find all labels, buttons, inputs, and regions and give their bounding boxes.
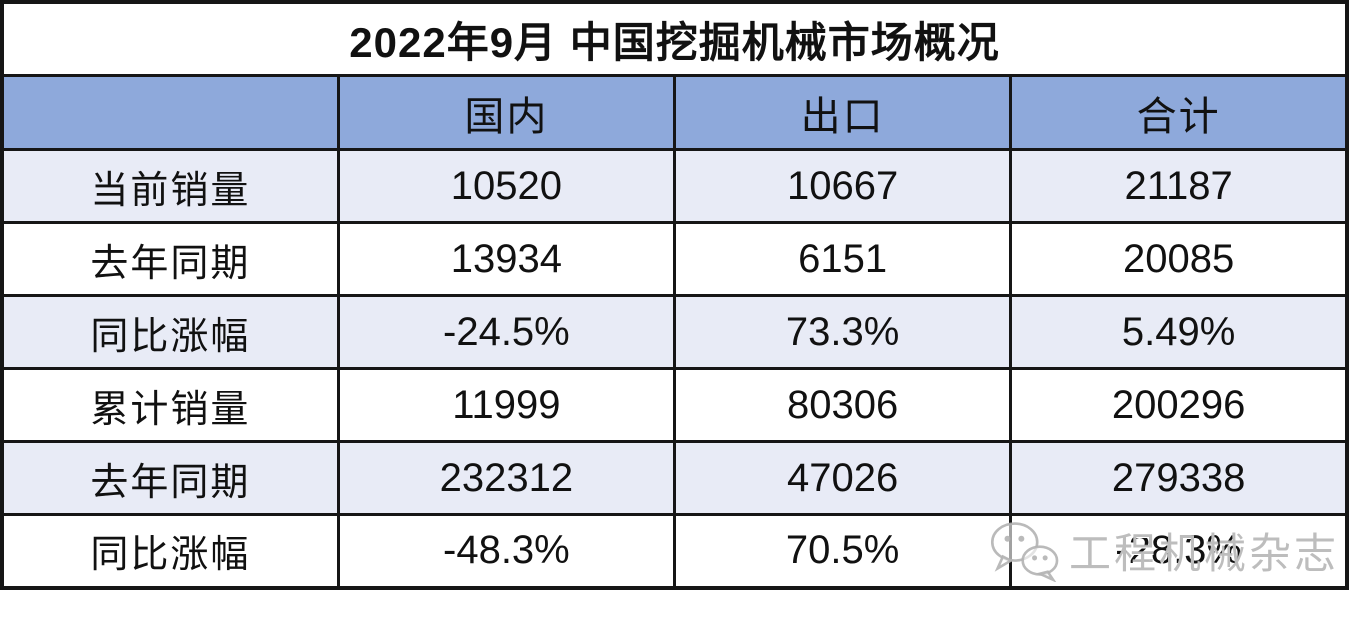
table-cell: 232312 — [336, 440, 677, 516]
table-cell: 5.49% — [1009, 294, 1349, 370]
table-cell: 200296 — [1009, 367, 1349, 443]
row-label: 当前销量 — [0, 148, 340, 224]
table-cell: 21187 — [1009, 148, 1349, 224]
table-cell: 11999 — [336, 367, 677, 443]
col-header-blank — [0, 74, 340, 151]
row-label: 同比涨幅 — [0, 513, 340, 589]
row-label: 去年同期 — [0, 221, 340, 297]
table-row-last-year-month: 去年同期 13934 6151 20085 — [0, 221, 1349, 297]
table-cell: 73.3% — [672, 294, 1013, 370]
table-cell: 10667 — [672, 148, 1013, 224]
table-row-current-sales: 当前销量 10520 10667 21187 — [0, 148, 1349, 224]
market-data-table: 2022年9月 中国挖掘机械市场概况 国内 出口 合计 当前销量 10520 1… — [0, 0, 1349, 590]
table-cell: 80306 — [672, 367, 1013, 443]
table-cell: 47026 — [672, 440, 1013, 516]
table-cell: -24.5% — [336, 294, 677, 370]
table-cell: -48.3% — [336, 513, 677, 589]
col-header-domestic: 国内 — [336, 74, 677, 151]
table-row-yoy-month: 同比涨幅 -24.5% 73.3% 5.49% — [0, 294, 1349, 370]
page-title: 2022年9月 中国挖掘机械市场概况 — [0, 0, 1349, 77]
table-cell: 6151 — [672, 221, 1013, 297]
row-label: 累计销量 — [0, 367, 340, 443]
row-label: 去年同期 — [0, 440, 340, 516]
table-cell: 13934 — [336, 221, 677, 297]
col-header-export: 出口 — [672, 74, 1013, 151]
row-label: 同比涨幅 — [0, 294, 340, 370]
table-cell: 20085 — [1009, 221, 1349, 297]
table-cell: -28.3% — [1009, 513, 1349, 589]
table-cell: 70.5% — [672, 513, 1013, 589]
table-title-row: 2022年9月 中国挖掘机械市场概况 — [0, 0, 1349, 77]
table-header-row: 国内 出口 合计 — [0, 74, 1349, 151]
table-cell: 279338 — [1009, 440, 1349, 516]
col-header-total: 合计 — [1009, 74, 1349, 151]
table-row-cumulative-sales: 累计销量 11999 80306 200296 — [0, 367, 1349, 443]
table-row-last-year-cumulative: 去年同期 232312 47026 279338 — [0, 440, 1349, 516]
table-row-yoy-cumulative: 同比涨幅 -48.3% 70.5% -28.3% — [0, 513, 1349, 589]
table-cell: 10520 — [336, 148, 677, 224]
